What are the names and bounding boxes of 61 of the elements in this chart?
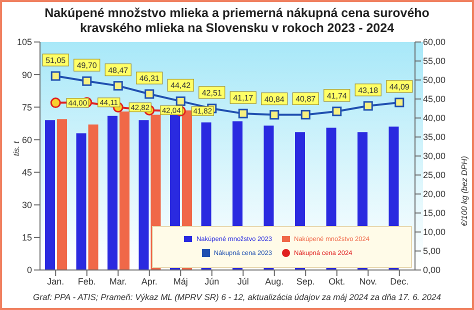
- y-tick-label: 0: [26, 265, 32, 276]
- point: [332, 106, 342, 116]
- point: [113, 81, 123, 91]
- x-tick-label: Apr.: [141, 276, 158, 286]
- y2-tick-label: 40,00: [423, 113, 446, 124]
- y-tick-label: 60: [22, 134, 32, 145]
- y2-tick-label: 15,00: [423, 208, 446, 218]
- x-tick-label: Mar.: [109, 276, 127, 286]
- data-label: 40,87: [296, 94, 316, 104]
- data-label: 51,05: [46, 56, 66, 66]
- point: [394, 98, 404, 108]
- data-label: 40,84: [264, 94, 285, 104]
- point: [50, 71, 60, 81]
- point: [82, 76, 92, 86]
- y-axis-title: tis. t: [12, 140, 21, 156]
- x-tick-label: Máj: [173, 276, 188, 286]
- data-label: 44,42: [170, 81, 192, 90]
- x-tick-label: Dec.: [390, 276, 409, 286]
- data-label: 41,17: [233, 94, 254, 103]
- data-label: 41,74: [326, 91, 348, 100]
- y-tick-label: 30: [22, 200, 32, 210]
- x-tick-label: Sep.: [296, 276, 315, 286]
- x-tick-label: Aug.: [265, 276, 284, 286]
- y-tick-label: 15: [22, 232, 32, 243]
- data-label: 42,51: [202, 88, 222, 98]
- y2-axis-title: €/100 kg (bez DPH): [460, 156, 469, 226]
- point: [176, 96, 186, 106]
- data-label: 48,47: [108, 66, 129, 75]
- data-label: 46,31: [139, 74, 160, 84]
- y-tick-label: 45: [22, 167, 32, 178]
- x-tick-label: Nov.: [359, 276, 378, 286]
- y2-tick-label: 5,00: [423, 246, 441, 256]
- y2-tick-label: 45,00: [423, 94, 446, 104]
- text: Graf: PPA - ATIS; Prameň: Výkaz ML (MPRV SR) 6 - 12, aktualizácia údajov za máj 2024 za dňa 17. 6. 2024: [32, 292, 442, 302]
- y2-tick-label: 55,00: [423, 56, 446, 66]
- data-label: 43,18: [358, 86, 379, 95]
- y2-tick-label: 25,00: [423, 170, 446, 180]
- y2-tick-label: 35,00: [423, 132, 446, 142]
- x-tick-label: Okt.: [328, 276, 346, 286]
- y2-tick-label: 10,00: [423, 227, 446, 238]
- y2-tick-label: 0,00: [423, 265, 441, 276]
- y-tick-label: 90: [22, 70, 32, 80]
- y2-tick-label: 60,00: [423, 37, 446, 48]
- x-tick-label: Júl: [237, 276, 249, 286]
- point: [363, 101, 373, 111]
- y-tick-label: 105: [16, 37, 32, 48]
- data-label: 44,09: [389, 82, 410, 92]
- point: [300, 110, 310, 120]
- y2-tick-label: 30,00: [423, 151, 446, 162]
- y-tick-label: 75: [22, 102, 32, 112]
- x-tick-label: Feb.: [78, 276, 96, 286]
- point: [238, 108, 248, 118]
- point: [144, 89, 154, 99]
- point: [270, 110, 280, 120]
- y2-tick-label: 20,00: [423, 189, 446, 200]
- data-label: 49,70: [76, 61, 98, 70]
- point: [50, 98, 61, 108]
- x-tick-label: Jan.: [47, 276, 64, 286]
- chart-title: Nakúpené množstvo mlieka a priemerná nákupná cena surového kravského mlieka na Slovensku v rokoch 2023 - 2024: [44, 5, 430, 36]
- x-tick-label: Jún: [204, 276, 220, 286]
- y2-tick-label: 50,00: [423, 75, 446, 86]
